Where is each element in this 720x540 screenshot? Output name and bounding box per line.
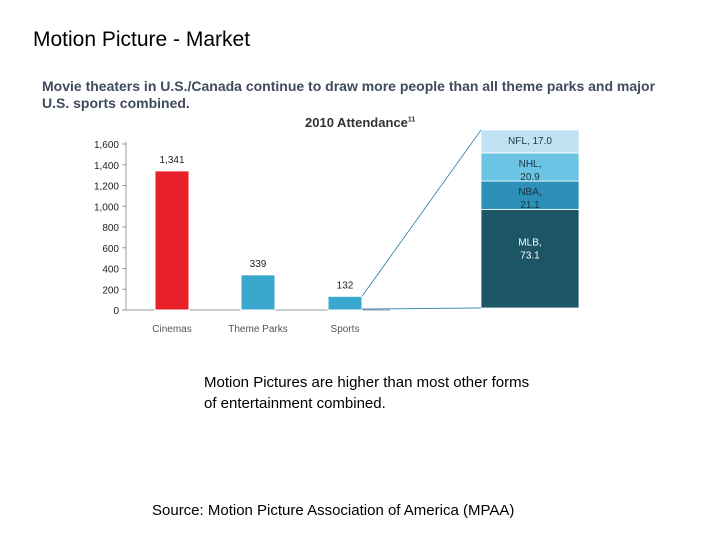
bar-cinemas [154, 170, 190, 311]
slide-title: Motion Picture - Market [33, 28, 251, 51]
stack-label-nfl: NFL, 17.0 [508, 136, 552, 147]
bar-value-label: 1,341 [159, 155, 184, 166]
caption-text: Motion Pictures are higher than most oth… [204, 374, 530, 412]
y-tick-label: 400 [102, 265, 119, 276]
bar-value-label: 132 [337, 280, 354, 291]
stack-label-mlb-value: 73.1 [520, 251, 540, 262]
stack-label-mlb-name: MLB, [518, 238, 541, 249]
stack-label-nhl-value: 20.9 [520, 172, 540, 183]
stack-label-nba-name: NBA, [518, 187, 541, 198]
y-tick-label: 1,200 [94, 182, 119, 193]
chart-title-text: 2010 Attendance [305, 115, 408, 130]
connector-line-top [361, 129, 482, 297]
y-tick-label: 1,400 [94, 161, 119, 172]
x-category-label: Cinemas [152, 324, 191, 335]
bar-sports [327, 295, 363, 311]
bar-value-label: 339 [250, 259, 267, 270]
y-tick-label: 0 [113, 306, 119, 317]
y-tick-label: 200 [102, 285, 119, 296]
y-tick-label: 1,600 [94, 140, 119, 151]
bar-theme-parks [240, 274, 276, 311]
stack-label-nhl-name: NHL, [519, 159, 542, 170]
x-category-label: Sports [331, 324, 360, 335]
chart-headline: Movie theaters in U.S./Canada continue t… [42, 78, 656, 111]
y-tick-label: 800 [102, 223, 119, 234]
stack-label-nba-value: 21.1 [520, 200, 540, 211]
chart-title: 2010 Attendance11 [305, 115, 415, 130]
y-tick-label: 600 [102, 244, 119, 255]
connector-line-bottom [361, 307, 482, 310]
y-tick-label: 1,000 [94, 202, 119, 213]
source-text: Source: Motion Picture Association of Am… [152, 502, 515, 519]
stack-segment-nfl [480, 129, 580, 154]
x-category-label: Theme Parks [228, 324, 287, 335]
chart-title-footnote: 11 [407, 116, 416, 124]
